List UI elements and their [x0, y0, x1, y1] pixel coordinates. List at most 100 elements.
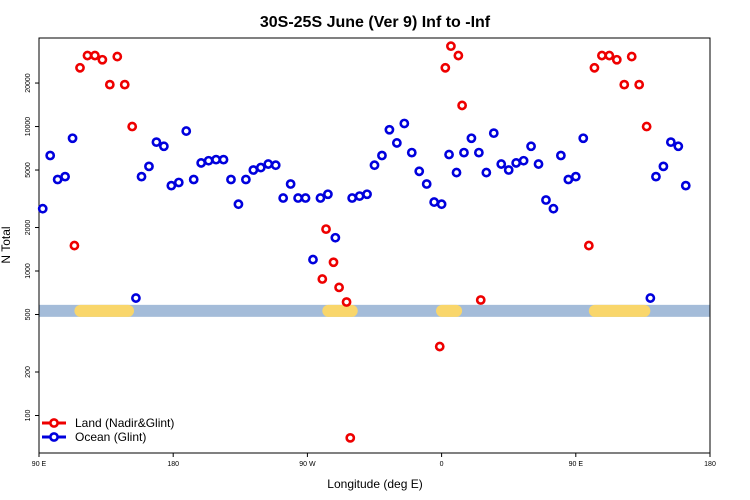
chart-title: 30S-25S June (Ver 9) Inf to -Inf [260, 14, 491, 31]
land-point [341, 297, 352, 307]
ocean-point [158, 141, 169, 152]
land-point [611, 54, 622, 65]
legend-label: Land (Nadir&Glint) [75, 416, 174, 430]
ocean-point [173, 177, 184, 188]
ocean-point [136, 171, 147, 182]
ocean-point [645, 293, 656, 303]
ocean-point [263, 159, 274, 169]
land-point [434, 341, 445, 352]
y-tick-label: 200 [25, 366, 32, 378]
ocean-point [52, 174, 63, 185]
x-axis-label: Longitude (deg E) [327, 477, 422, 491]
land-band-segment [588, 304, 651, 317]
ocean-point [218, 154, 229, 165]
y-axis: 100 200 500 1000 2000 5000 10000 20000 [25, 73, 39, 421]
legend-marker [49, 432, 59, 442]
ocean-point [673, 141, 684, 152]
ocean-point [211, 154, 221, 165]
ocean-point [67, 133, 78, 144]
ocean-point [651, 171, 661, 182]
ocean-point [347, 193, 358, 203]
ocean-point [488, 128, 499, 139]
land-point [90, 50, 100, 61]
ocean-point [451, 167, 462, 178]
land-point [583, 240, 594, 251]
legend: Land (Nadir&Glint)Ocean (Glint) [42, 416, 174, 444]
land-point [82, 50, 93, 61]
land-point [596, 50, 607, 61]
plot-frame [38, 37, 711, 454]
land-point [589, 62, 600, 73]
ocean-point [181, 126, 192, 136]
x-tick-label: 90 E [32, 461, 47, 468]
ocean-point [421, 179, 432, 189]
ocean-point [151, 137, 162, 148]
land-point [328, 257, 339, 268]
ocean-point [459, 147, 469, 158]
ocean-point [37, 203, 48, 214]
y-tick-label: 5000 [25, 162, 32, 178]
land-point [317, 274, 328, 284]
ocean-point [369, 160, 380, 171]
ocean-point [131, 293, 141, 303]
ocean-point [511, 158, 522, 168]
ocean-point [406, 147, 417, 158]
ocean-point [548, 203, 559, 214]
ocean-point [526, 141, 536, 152]
ocean-point [285, 179, 296, 189]
ocean-point [203, 155, 214, 166]
ocean-point [518, 155, 529, 166]
land-point [457, 100, 468, 111]
ocean-point [665, 137, 676, 148]
land-point [453, 50, 464, 61]
ocean-point [555, 150, 566, 161]
ocean-point [166, 180, 177, 191]
land-point [334, 282, 344, 293]
land-point [119, 79, 130, 90]
ocean-point [414, 166, 425, 177]
ocean-point [377, 150, 387, 161]
ocean-point [315, 193, 326, 203]
ocean-point [533, 159, 544, 169]
y-tick-label: 500 [25, 309, 32, 321]
legend-label: Ocean (Glint) [75, 430, 146, 444]
ocean-land-band [39, 304, 710, 317]
land-point [127, 121, 138, 132]
y-tick-label: 10000 [25, 117, 32, 137]
ocean-point [323, 189, 333, 200]
ocean-point [45, 150, 56, 161]
land-point [626, 51, 637, 62]
ocean-point [578, 133, 589, 144]
x-tick-label: 90 E [569, 461, 584, 468]
ocean-point [570, 171, 581, 182]
land-band-segment [74, 304, 135, 317]
ocean-point [248, 165, 259, 175]
land-band-segment [322, 304, 358, 317]
land-point [97, 54, 108, 65]
land-point [446, 41, 456, 52]
land-point [345, 432, 356, 443]
y-tick-label: 2000 [25, 220, 32, 236]
y-tick-label: 1000 [25, 263, 32, 279]
ocean-point [233, 199, 244, 210]
x-tick-label: 0 [440, 461, 444, 468]
land-point [104, 79, 115, 90]
data-points [37, 41, 691, 443]
ocean-point [308, 254, 318, 265]
ocean-point [362, 189, 372, 200]
ocean-point [391, 138, 402, 148]
ocean-point [330, 232, 341, 243]
ocean-point [384, 124, 395, 135]
ocean-point [144, 161, 154, 172]
ocean-point [496, 159, 507, 169]
land-point [641, 121, 652, 132]
ocean-point [541, 195, 551, 205]
ocean-point [226, 174, 236, 185]
ocean-point [300, 193, 311, 203]
land-point [321, 224, 331, 235]
land-point [634, 79, 645, 90]
land-point [475, 295, 486, 305]
land-point [112, 51, 123, 62]
ocean-point [399, 118, 410, 129]
